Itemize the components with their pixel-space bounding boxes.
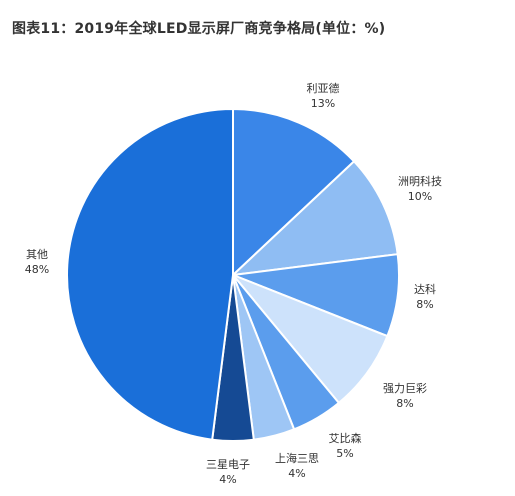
pie-slice [230, 159, 399, 277]
slice-value-label: 8% [416, 298, 433, 311]
pie-slice [232, 107, 356, 278]
slice-value-label: 4% [219, 473, 236, 486]
pie-slices [66, 107, 400, 442]
slice-value-label: 48% [25, 263, 49, 276]
slice-name-label: 利亚德 [307, 81, 340, 95]
slice-name-label: 艾比森 [329, 431, 362, 445]
slice-name-label: 达科 [414, 282, 436, 296]
slice-value-label: 8% [396, 397, 413, 410]
slice-value-label: 5% [336, 447, 353, 460]
pie-slice [66, 107, 234, 441]
slice-name-label: 强力巨彩 [383, 382, 427, 395]
chart-title: 图表11：2019年全球LED显示屏厂商竞争格局(单位：%) [12, 21, 386, 37]
slice-name-label: 上海三思 [275, 451, 319, 465]
slice-value-label: 4% [288, 467, 305, 480]
slice-name-label: 其他 [26, 248, 48, 261]
slice-value-label: 10% [408, 190, 432, 203]
slice-value-label: 13% [311, 97, 335, 110]
slice-name-label: 三星电子 [206, 458, 250, 471]
slice-name-label: 洲明科技 [398, 174, 442, 188]
pie-labels: 利亚德 13% 洲明科技 10% 达科 8% 强力巨彩 8% 艾比森 5% 上海三思 4% 三星电子 4%… [25, 81, 442, 486]
